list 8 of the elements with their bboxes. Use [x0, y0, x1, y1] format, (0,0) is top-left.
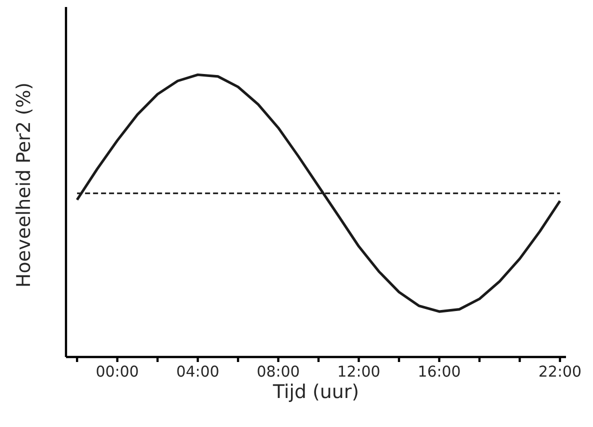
- x-axis-title: Tijd (uur): [272, 384, 358, 402]
- x-tick-label: 22:00: [540, 366, 580, 377]
- x-tick-label: 00:00: [96, 366, 138, 377]
- x-tick-label: 16:00: [419, 366, 460, 377]
- x-tick-label: 08:00: [258, 366, 299, 377]
- x-tick-label: 12:00: [338, 366, 380, 377]
- x-tick-label: 04:00: [177, 366, 218, 377]
- y-axis-title: Hoeveelheid Per2 (%): [16, 84, 32, 286]
